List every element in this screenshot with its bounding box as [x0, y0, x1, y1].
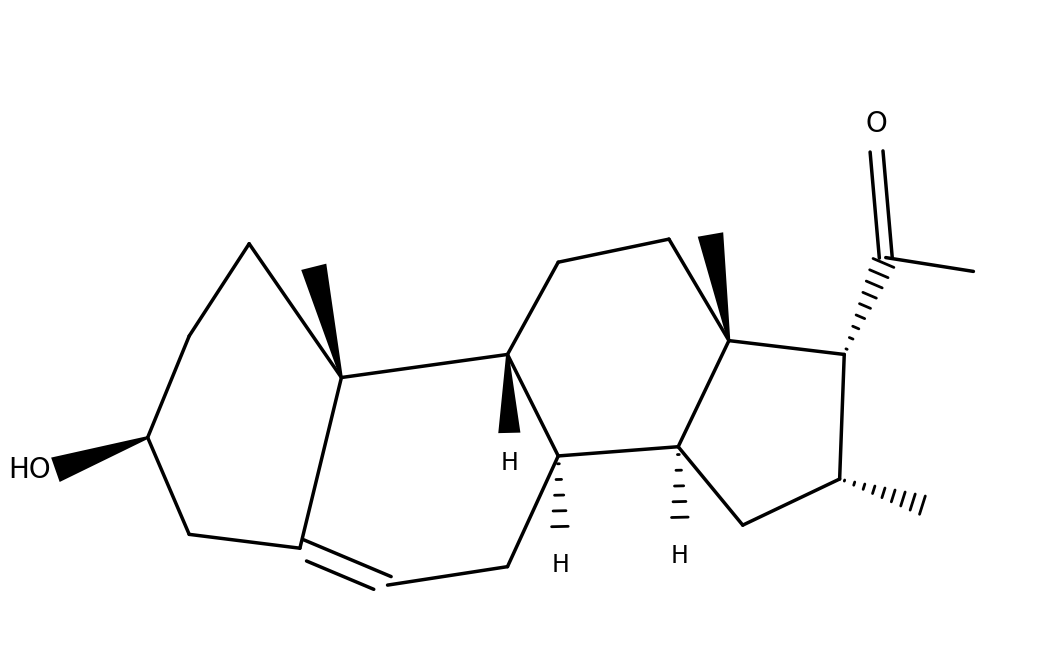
Polygon shape [302, 263, 342, 378]
Text: H: H [500, 452, 518, 475]
Text: H: H [551, 553, 569, 577]
Text: HO: HO [8, 456, 51, 484]
Polygon shape [498, 354, 520, 433]
Polygon shape [697, 233, 731, 341]
Polygon shape [51, 436, 148, 482]
Text: O: O [865, 110, 887, 138]
Text: H: H [671, 544, 689, 568]
